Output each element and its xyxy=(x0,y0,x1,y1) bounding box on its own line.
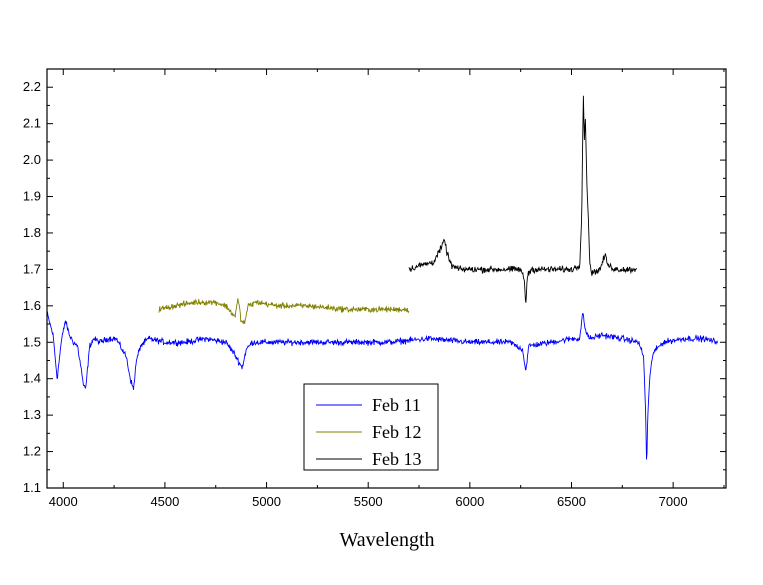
y-tick-label: 1.5 xyxy=(23,334,41,349)
legend: Feb 11 Feb 12 Feb 13 xyxy=(303,383,439,471)
y-tick-label: 2.2 xyxy=(23,79,41,94)
x-axis-title: Wavelength xyxy=(339,529,434,551)
x-tick-label: 7000 xyxy=(659,494,688,509)
x-tick-label: 5000 xyxy=(252,494,281,509)
series-line-2 xyxy=(158,298,410,325)
legend-label: Feb 12 xyxy=(372,422,422,442)
y-tick-label: 1.4 xyxy=(23,371,41,386)
y-tick-label: 1.6 xyxy=(23,298,41,313)
y-tick-label: 1.3 xyxy=(23,407,41,422)
legend-box xyxy=(303,383,439,471)
y-tick-label: 1.8 xyxy=(23,225,41,240)
x-tick-label: 6500 xyxy=(557,494,586,509)
x-tick-label: 5500 xyxy=(354,494,383,509)
legend-label: Feb 11 xyxy=(372,395,421,415)
y-axis-tick-labels: 1.1 1.2 1.3 1.4 1.5 1.6 1.7 1.8 1.9 2.0 2.1 2.2 xyxy=(23,79,41,495)
legend-label: Feb 13 xyxy=(372,449,422,469)
series-line-3 xyxy=(408,95,637,303)
y-tick-label: 2.0 xyxy=(23,152,41,167)
x-tick-label: 6000 xyxy=(455,494,484,509)
x-axis-tick-labels: 4000 4500 5000 5500 6000 6500 7000 xyxy=(49,494,688,509)
series-line-1 xyxy=(47,311,718,460)
axis-ticks xyxy=(47,69,726,489)
y-tick-label: 1.9 xyxy=(23,189,41,204)
x-tick-label: 4500 xyxy=(150,494,179,509)
series-layer xyxy=(47,95,718,460)
y-tick-label: 1.2 xyxy=(23,444,41,459)
plot-frame xyxy=(46,68,727,489)
y-tick-label: 1.1 xyxy=(23,480,41,495)
y-tick-label: 1.7 xyxy=(23,261,41,276)
x-tick-label: 4000 xyxy=(49,494,78,509)
y-tick-label: 2.1 xyxy=(23,116,41,131)
